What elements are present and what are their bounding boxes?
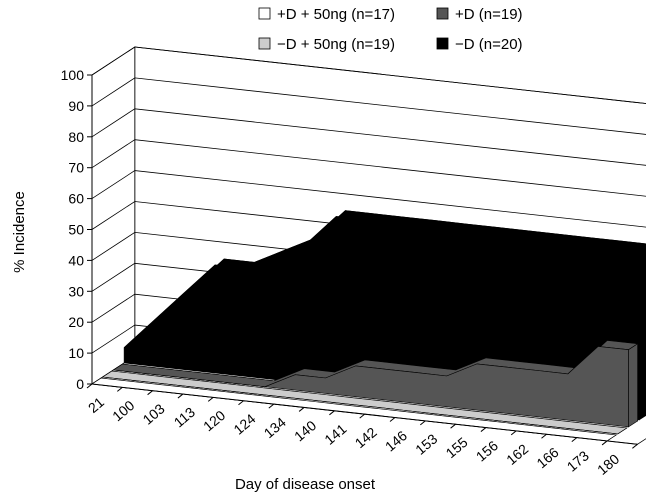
y-tick-label: 90	[68, 98, 84, 114]
y-tick-label: 70	[68, 160, 84, 176]
x-tick-label: 141	[321, 420, 349, 447]
x-tick-label: 180	[594, 451, 622, 478]
x-tick-mark	[419, 420, 426, 426]
x-tick-mark	[298, 407, 305, 412]
x-tick-mark	[359, 413, 366, 419]
x-tick-mark	[510, 430, 517, 436]
legend-swatch	[436, 7, 449, 20]
x-tick-mark	[541, 433, 547, 439]
x-tick-label: 134	[261, 414, 289, 441]
x-tick-label: 113	[171, 404, 199, 431]
series-end-face	[628, 343, 638, 428]
legend-entry: +D (n=19)	[436, 6, 523, 23]
legend-entry: +D + 50ng (n=17)	[258, 6, 395, 23]
y-tick-label: 60	[68, 191, 84, 207]
legend-label: −D + 50ng (n=19)	[277, 36, 395, 53]
legend-entry: −D + 50ng (n=19)	[258, 36, 395, 53]
y-tick-label: 100	[61, 67, 85, 83]
x-axis-title: Day of disease onset	[235, 476, 376, 493]
x-tick-mark	[450, 423, 456, 429]
x-tick-mark	[207, 397, 214, 402]
x-tick-label: 153	[412, 430, 440, 457]
legend: +D + 50ng (n=17) +D (n=19) −D + 50ng (n=19…	[258, 6, 523, 53]
x-tick-label: 103	[139, 400, 167, 427]
x-tick-mark	[389, 417, 396, 422]
series-area	[102, 376, 618, 435]
x-tick-mark	[571, 437, 578, 442]
x-tick-mark	[480, 427, 487, 432]
x-tick-label: 173	[564, 447, 592, 474]
x-tick-mark	[329, 410, 335, 416]
x-tick-label: 142	[352, 424, 380, 451]
x-tick-label: 100	[109, 397, 137, 424]
x-tick-mark	[268, 403, 275, 409]
x-tick-mark	[601, 440, 608, 446]
series-end-face	[617, 427, 628, 435]
legend-swatch	[258, 7, 271, 20]
x-tick-label: 155	[442, 434, 470, 461]
y-tick-label: 50	[68, 222, 84, 238]
legend-label: −D (n=20)	[455, 36, 523, 53]
y-tick-label: 30	[68, 283, 84, 299]
x-tick-mark	[147, 390, 153, 396]
gridline	[91, 170, 646, 228]
y-tick-label: 0	[76, 376, 84, 392]
y-tick-label: 10	[68, 345, 84, 361]
series-layer	[90, 210, 646, 445]
x-tick-label: 162	[503, 441, 531, 468]
gridline	[91, 77, 646, 135]
x-tick-mark	[177, 393, 184, 399]
x-tick-label: 166	[533, 444, 561, 471]
series-end-face	[606, 434, 617, 442]
series-area	[113, 346, 629, 428]
y-axis-title: % Incidence	[11, 191, 28, 273]
gridline	[91, 139, 646, 197]
x-tick-label: 21	[85, 394, 107, 416]
series-end-face	[638, 245, 646, 421]
legend-swatch	[258, 37, 271, 50]
x-tick-mark	[632, 443, 638, 449]
legend-label: +D + 50ng (n=17)	[277, 6, 395, 23]
gridline	[91, 46, 646, 104]
y-tick-label: 80	[68, 129, 84, 145]
legend-entry: −D (n=20)	[436, 36, 523, 53]
gridline	[91, 108, 646, 166]
x-tick-label: 156	[473, 437, 501, 464]
x-tick-mark	[238, 400, 244, 406]
legend-swatch	[436, 37, 449, 50]
y-tick-label: 40	[68, 252, 84, 268]
x-tick-label: 124	[230, 410, 258, 437]
y-tick-label: 20	[68, 314, 84, 330]
x-tick-mark	[116, 386, 123, 392]
axes	[86, 74, 638, 449]
x-tick-mark	[86, 383, 93, 389]
x-tick-label: 146	[382, 427, 410, 454]
x-tick-label: 120	[200, 407, 228, 434]
x-tick-label: 140	[291, 417, 319, 444]
y-tick-labels: 0 10 20 30 40 50 60 70 80 90 100	[61, 67, 85, 392]
legend-label: +D (n=19)	[455, 6, 523, 23]
